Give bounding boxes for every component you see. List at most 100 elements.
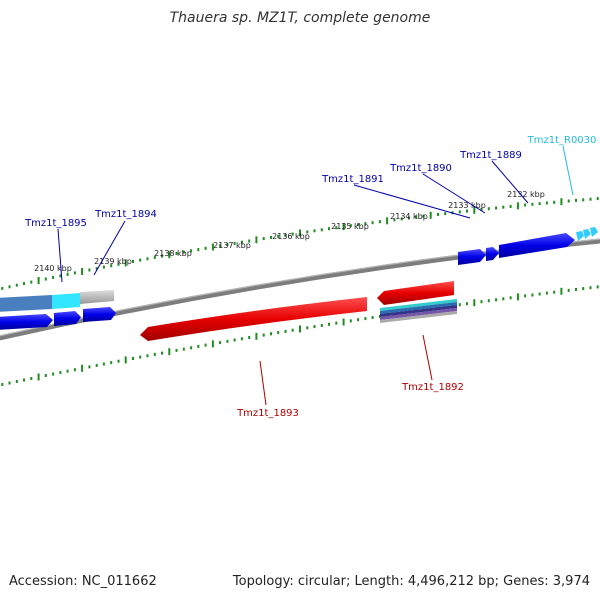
minor-tick [153, 255, 156, 259]
minor-tick [161, 254, 163, 258]
minor-tick [153, 352, 156, 356]
minor-tick [480, 300, 483, 304]
minor-tick [248, 239, 251, 243]
minor-tick [553, 290, 556, 294]
minor-tick [407, 216, 410, 220]
minor-tick [226, 339, 229, 343]
minor-tick [1, 286, 4, 290]
minor-tick [284, 329, 287, 333]
minor-tick [132, 357, 134, 360]
minor-tick [175, 251, 178, 255]
major-tick [37, 277, 40, 284]
minor-tick [364, 317, 367, 321]
minor-tick [44, 374, 47, 377]
gene-label[interactable]: Tmz1t_1889 [459, 150, 522, 161]
minor-tick [371, 316, 374, 319]
minor-tick [59, 274, 62, 278]
gene-feature[interactable] [54, 311, 81, 326]
reverse-gene-1892[interactable] [377, 281, 454, 305]
reverse-gene-1893[interactable] [140, 297, 367, 341]
major-tick [429, 211, 432, 219]
inner-tick-ring [1, 285, 599, 386]
major-tick [560, 198, 563, 206]
gene-feature[interactable] [499, 233, 575, 258]
minor-tick [437, 212, 439, 216]
gene-feature[interactable] [0, 295, 52, 312]
minor-tick [146, 257, 149, 261]
scale-label: 2134 kbp [390, 212, 428, 221]
minor-tick [240, 240, 243, 244]
rna-feature[interactable] [576, 231, 584, 241]
minor-tick [589, 197, 592, 201]
gene-label[interactable]: Tmz1t_1894 [94, 209, 157, 220]
minor-tick [531, 293, 534, 297]
minor-tick [458, 210, 461, 214]
minor-tick [320, 228, 323, 232]
rna-feature[interactable] [583, 229, 591, 239]
minor-tick [270, 236, 272, 239]
minor-tick [480, 208, 483, 211]
label-leaders [57, 145, 574, 406]
gene-labels: Tmz1t_1895 Tmz1t_1894 Tmz1t_1891 Tmz1t_1… [24, 135, 596, 419]
minor-tick [466, 302, 468, 306]
major-tick [255, 236, 258, 244]
minor-tick [575, 198, 577, 202]
minor-tick [1, 383, 4, 386]
minor-tick [378, 314, 381, 318]
gene-label[interactable]: Tmz1t_1891 [321, 174, 384, 185]
minor-tick [8, 381, 11, 385]
scale-label: 2137 kbp [213, 241, 251, 250]
major-tick [342, 223, 345, 231]
major-tick [168, 251, 171, 259]
scale-label: 2132 kbp [507, 190, 545, 199]
minor-tick [102, 362, 105, 366]
minor-tick [23, 282, 25, 286]
minor-tick [335, 226, 338, 230]
minor-tick [277, 234, 280, 238]
gene-feature[interactable] [0, 314, 53, 330]
minor-tick [66, 369, 69, 373]
minor-tick [15, 380, 18, 383]
gene-feature[interactable] [80, 290, 114, 304]
minor-tick [270, 332, 272, 336]
minor-tick [567, 199, 570, 203]
minor-tick [233, 338, 236, 342]
minor-tick [197, 344, 200, 348]
major-tick [81, 268, 84, 275]
minor-tick [466, 209, 468, 213]
scale-label: 2139 kbp [94, 257, 132, 266]
forward-features-right [458, 227, 598, 265]
gene-feature[interactable] [83, 307, 116, 322]
minor-tick [575, 288, 577, 291]
gene-label[interactable]: Tmz1t_1895 [24, 218, 87, 229]
minor-tick [415, 215, 418, 219]
gene-feature[interactable] [486, 247, 499, 261]
gene-label[interactable]: Tmz1t_1893 [236, 408, 299, 419]
major-tick [386, 217, 389, 225]
major-tick [473, 299, 476, 307]
scale-label: 2140 kbp [34, 264, 72, 273]
gene-feature[interactable] [52, 293, 80, 309]
minor-tick [190, 249, 193, 253]
major-tick [124, 356, 127, 364]
minor-tick [524, 203, 527, 207]
minor-tick [8, 285, 11, 289]
minor-tick [233, 241, 236, 245]
rna-feature[interactable] [590, 227, 598, 237]
minor-tick [553, 200, 556, 204]
minor-tick [371, 221, 374, 225]
minor-tick [219, 341, 222, 345]
gene-label[interactable]: Tmz1t_1892 [401, 382, 464, 393]
minor-tick [349, 224, 352, 228]
scale-label: 2135 kbp [331, 222, 369, 231]
minor-tick [248, 336, 251, 339]
minor-tick [313, 229, 316, 233]
major-tick [342, 318, 345, 326]
gene-label[interactable]: Tmz1t_R0030 [527, 135, 597, 146]
gene-label[interactable]: Tmz1t_1890 [389, 163, 452, 174]
gene-feature[interactable] [458, 249, 486, 265]
major-tick [516, 293, 519, 301]
minor-tick [364, 222, 367, 226]
minor-tick [357, 318, 360, 322]
